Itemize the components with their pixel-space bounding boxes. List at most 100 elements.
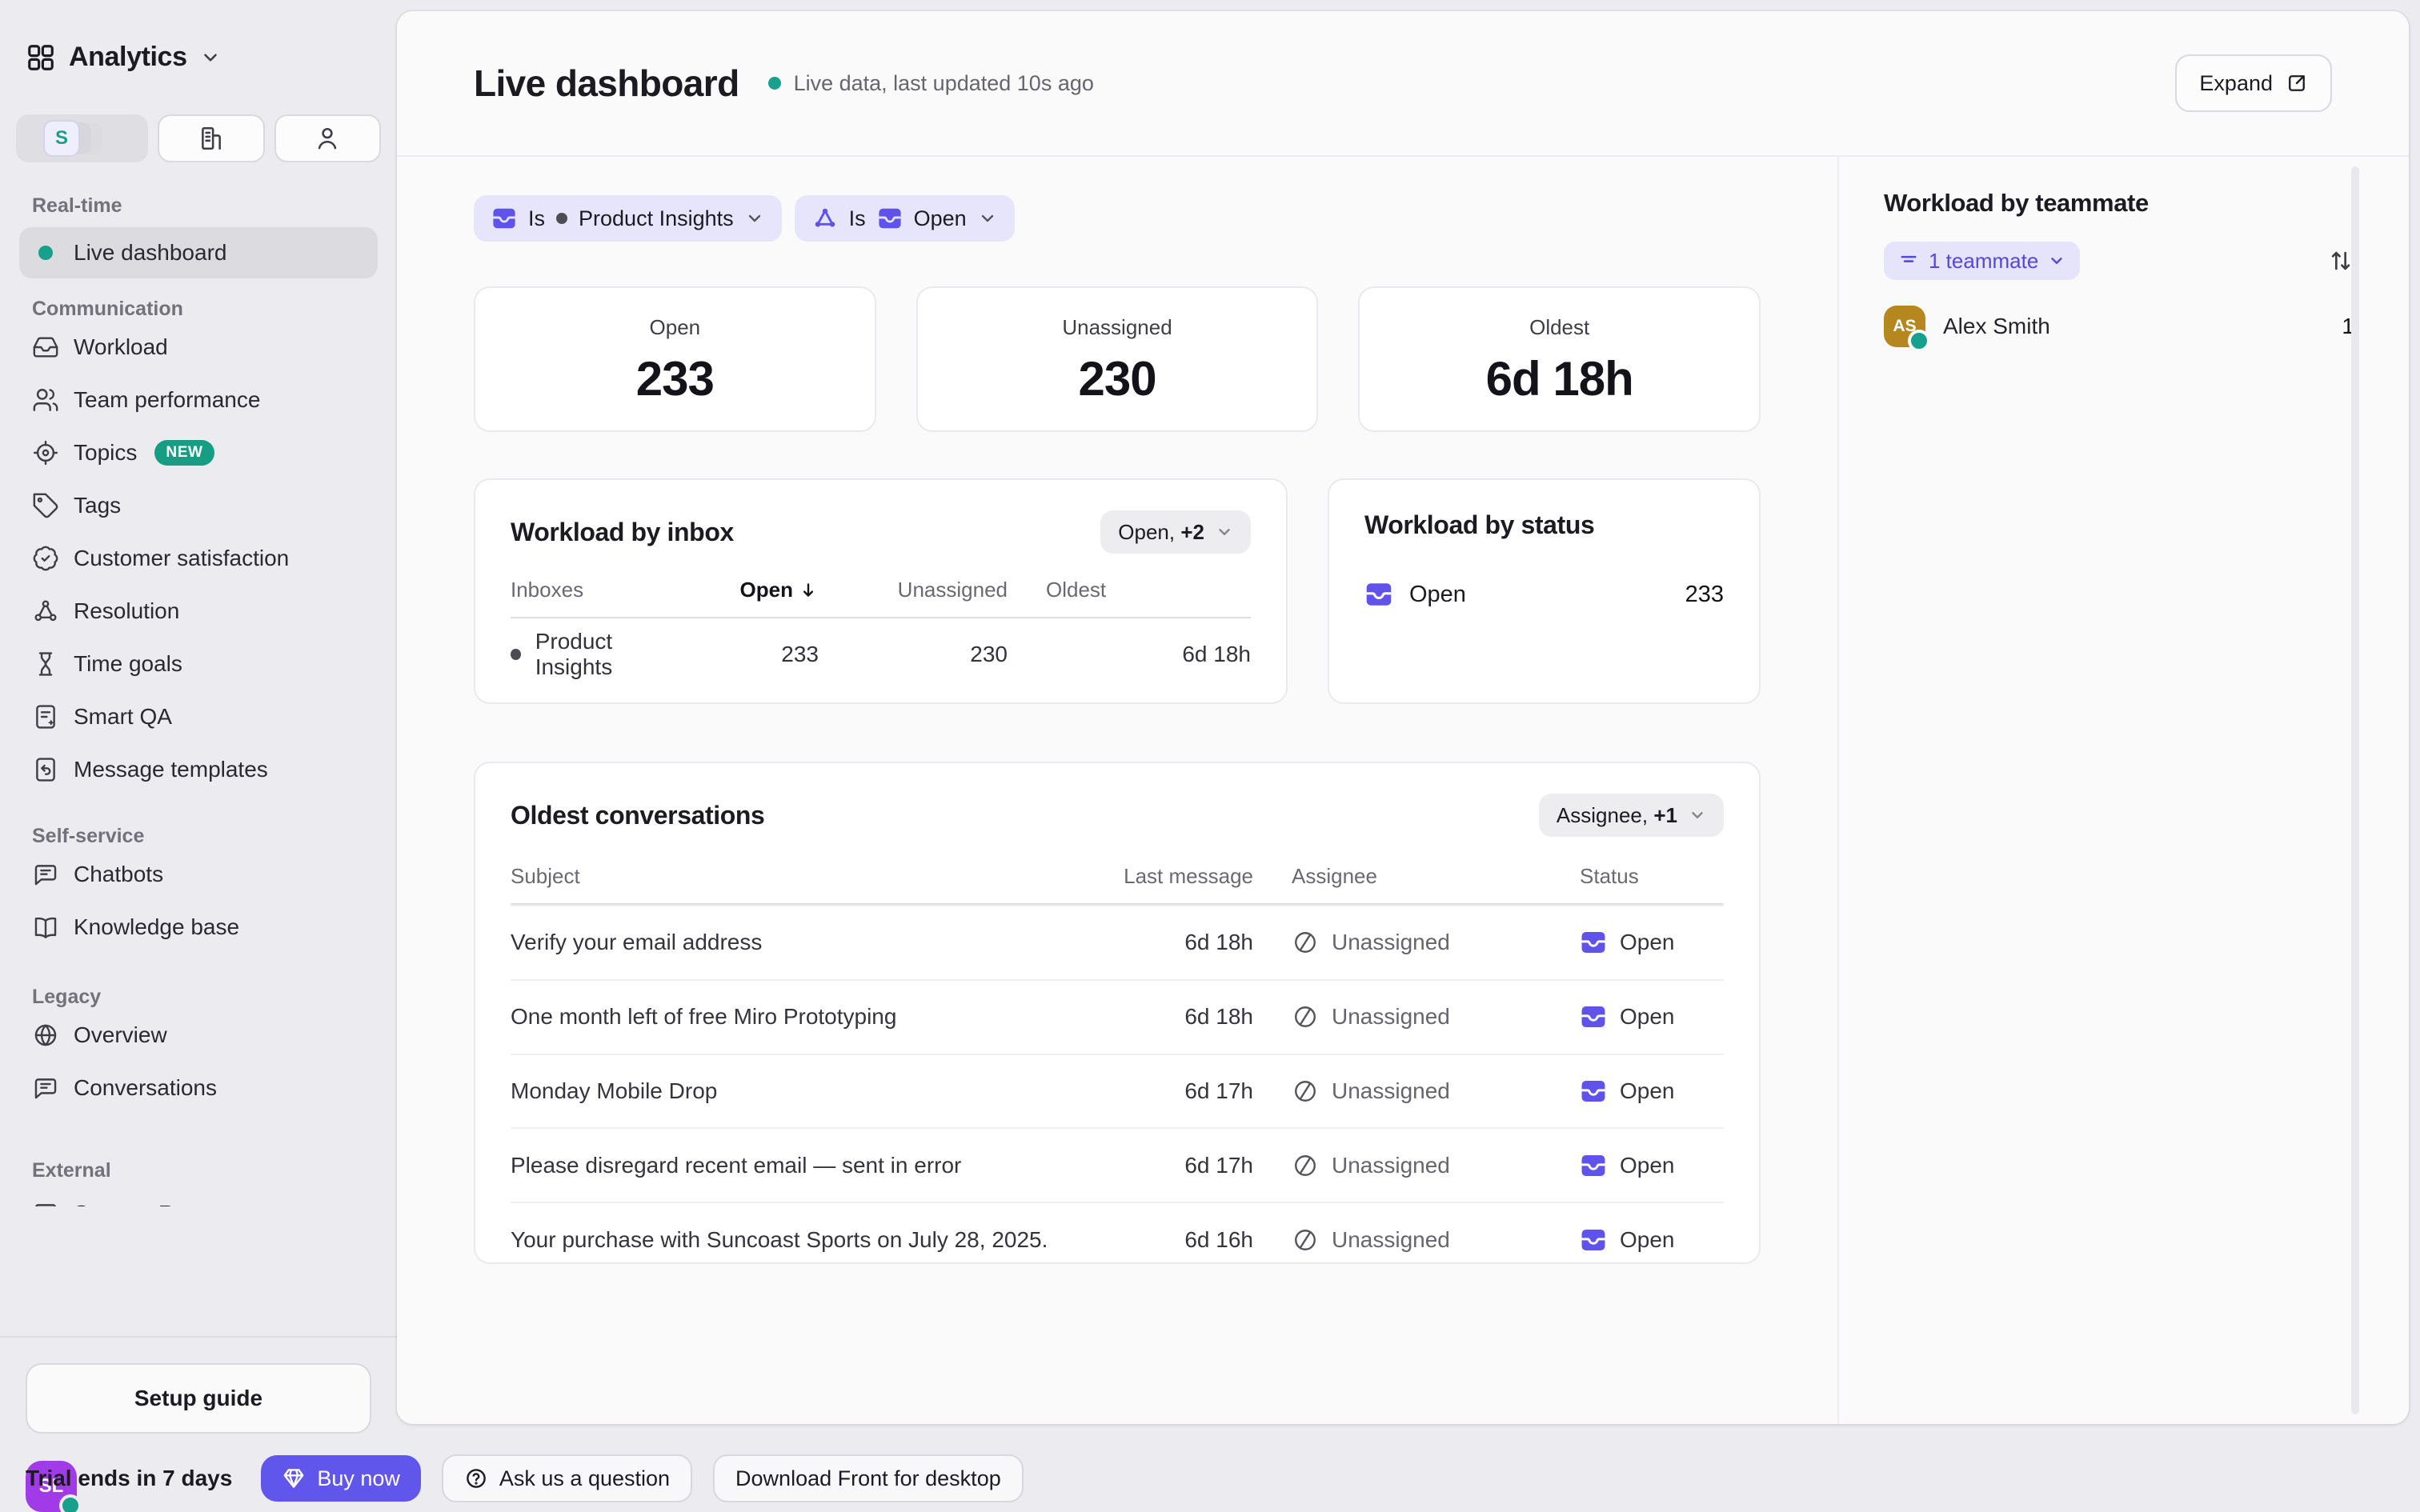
sidebar-item-overview[interactable]: Overview <box>19 1009 378 1062</box>
col-header-unassigned[interactable]: Unassigned <box>897 578 1008 602</box>
col-header-status[interactable]: Status <box>1580 864 1639 888</box>
globe-icon <box>32 1022 59 1049</box>
chevron-down-icon <box>200 47 221 68</box>
file-sparkle-icon <box>32 703 59 730</box>
sidebar-tabs: S <box>0 73 397 162</box>
unassigned-icon <box>1292 929 1319 956</box>
users-icon <box>32 386 59 414</box>
gem-icon <box>282 1466 306 1490</box>
conversation-row[interactable]: Please disregard recent email — sent in … <box>511 1127 1724 1202</box>
space-badge: S <box>43 120 80 157</box>
ask-question-button[interactable]: Ask us a question <box>441 1454 693 1502</box>
section-label-self-service: Self-service <box>32 825 145 847</box>
expand-button[interactable]: Expand <box>2175 54 2332 112</box>
book-open-icon <box>32 914 59 941</box>
chevron-down-icon <box>1689 806 1706 824</box>
sidebar: Analytics S <box>0 0 397 1512</box>
sidebar-item-topics[interactable]: Topics NEW <box>19 426 378 479</box>
presence-dot <box>1908 330 1930 352</box>
sidebar-item-time-goals[interactable]: Time goals <box>19 638 378 690</box>
bottom-bar: Trial ends in 7 days Buy now Ask us a qu… <box>0 1426 2420 1512</box>
nodes-icon <box>32 598 59 625</box>
dashboard-header: Live dashboard Live data, last updated 1… <box>397 11 2409 157</box>
file-reply-icon <box>32 756 59 783</box>
sidebar-item-team-performance[interactable]: Team performance <box>19 374 378 426</box>
teammate-filter-chip[interactable]: 1 teammate <box>1884 242 2081 280</box>
workload-by-inbox-card: Workload by inbox Open, +2 <box>474 478 1288 704</box>
page-title: Live dashboard <box>474 62 739 104</box>
setup-guide-button[interactable]: Setup guide <box>26 1363 371 1434</box>
tab-shared-space[interactable]: S <box>16 114 149 162</box>
tag-icon <box>32 492 59 519</box>
stat-card-oldest: Oldest 6d 18h <box>1358 286 1761 432</box>
card-title: Workload by status <box>1364 510 1595 539</box>
external-link-icon <box>2286 72 2308 94</box>
inbox-filled-icon <box>1580 1152 1607 1179</box>
chevron-down-icon <box>2048 252 2065 270</box>
workload-by-status-card: Workload by status Open 233 <box>1327 478 1761 704</box>
trial-countdown: Trial ends in 7 days <box>26 1466 233 1490</box>
tab-company[interactable] <box>158 114 265 162</box>
workspace-switcher[interactable]: Analytics <box>0 0 397 73</box>
teammate-avatar: AS <box>1884 306 1930 352</box>
sidebar-item-chatbots[interactable]: Chatbots <box>19 848 378 901</box>
inbox-filled-icon <box>877 206 903 231</box>
col-header-subject[interactable]: Subject <box>511 864 580 888</box>
inbox-metrics-dropdown[interactable]: Open, +2 <box>1100 510 1251 554</box>
buy-now-button[interactable]: Buy now <box>261 1455 421 1502</box>
sidebar-item-live-dashboard[interactable]: Live dashboard <box>19 227 378 278</box>
sort-icon[interactable] <box>2327 247 2354 274</box>
section-label-legacy: Legacy <box>32 986 102 1008</box>
status-filter-chip[interactable]: Is Open <box>794 195 1015 242</box>
panel-title: Workload by teammate <box>1884 189 2149 217</box>
sidebar-item-message-templates[interactable]: Message templates <box>19 743 378 796</box>
unassigned-icon <box>1292 1226 1319 1254</box>
scrollbar[interactable] <box>2351 166 2359 1414</box>
user-avatar[interactable]: SL <box>26 1461 82 1512</box>
apps-grid-icon <box>26 42 56 73</box>
sidebar-item-knowledge-base[interactable]: Knowledge base <box>19 901 378 954</box>
sidebar-nav: Real-time Live dashboard Communication W… <box>0 162 397 1336</box>
inbox-filled-icon <box>1580 1003 1607 1030</box>
workload-by-teammate-panel: Workload by teammate 1 teammate <box>1839 157 2409 1424</box>
hourglass-icon <box>32 650 59 678</box>
sidebar-item-support-report[interactable]: Support Report <box>19 1182 378 1206</box>
chevron-down-icon <box>745 209 764 228</box>
sidebar-item-conversations[interactable]: Conversations <box>19 1062 378 1114</box>
sidebar-item-workload[interactable]: Workload <box>19 321 378 374</box>
col-header-open[interactable]: Open <box>719 578 819 602</box>
download-desktop-button[interactable]: Download Front for desktop <box>713 1454 1024 1502</box>
status-row: Open 233 <box>1364 580 1724 609</box>
unassigned-icon <box>1292 1003 1319 1030</box>
section-label-communication: Communication <box>32 298 183 320</box>
conversation-columns-dropdown[interactable]: Assignee, +1 <box>1538 794 1724 837</box>
tab-personal[interactable] <box>274 114 381 162</box>
building-icon <box>198 125 225 152</box>
conversation-row[interactable]: Monday Mobile Drop 6d 17h Unassigned Ope… <box>511 1053 1724 1128</box>
unassigned-icon <box>1292 1078 1319 1105</box>
inbox-filled-icon <box>1580 1226 1607 1254</box>
inbox-filter-chip[interactable]: Is Product Insights <box>474 195 782 242</box>
question-circle-icon <box>464 1466 488 1490</box>
sidebar-item-tags[interactable]: Tags <box>19 479 378 532</box>
sidebar-item-customer-satisfaction[interactable]: Customer satisfaction <box>19 532 378 585</box>
chat-bubble-icon <box>32 1200 59 1206</box>
sidebar-item-smart-qa[interactable]: Smart QA <box>19 690 378 743</box>
stat-cards: Open 233 Unassigned 230 Oldest 6d 18h <box>474 286 1761 432</box>
inbox-filled-icon <box>1364 580 1393 609</box>
clipped-row-wrapper: Support Report <box>19 1182 378 1206</box>
chevron-down-icon <box>978 209 997 228</box>
conversation-row[interactable]: Your purchase with Suncoast Sports on Ju… <box>511 1202 1724 1276</box>
sidebar-item-resolution[interactable]: Resolution <box>19 585 378 638</box>
conversation-row[interactable]: One month left of free Miro Prototyping … <box>511 978 1724 1054</box>
col-header-oldest[interactable]: Oldest <box>1045 578 1107 602</box>
inbox-icon <box>32 334 59 361</box>
col-header-assignee[interactable]: Assignee <box>1292 864 1377 888</box>
unassigned-icon <box>1292 1152 1319 1179</box>
table-row[interactable]: Product Insights 233 230 6d 18h <box>511 618 1251 690</box>
conversation-row[interactable]: Verify your email address 6d 18h Unassig… <box>511 905 1724 979</box>
dashboard-content: Is Product Insights Is <box>397 157 1837 1424</box>
status-cycle-icon <box>812 206 838 231</box>
col-header-last-message[interactable]: Last message <box>1124 864 1253 888</box>
